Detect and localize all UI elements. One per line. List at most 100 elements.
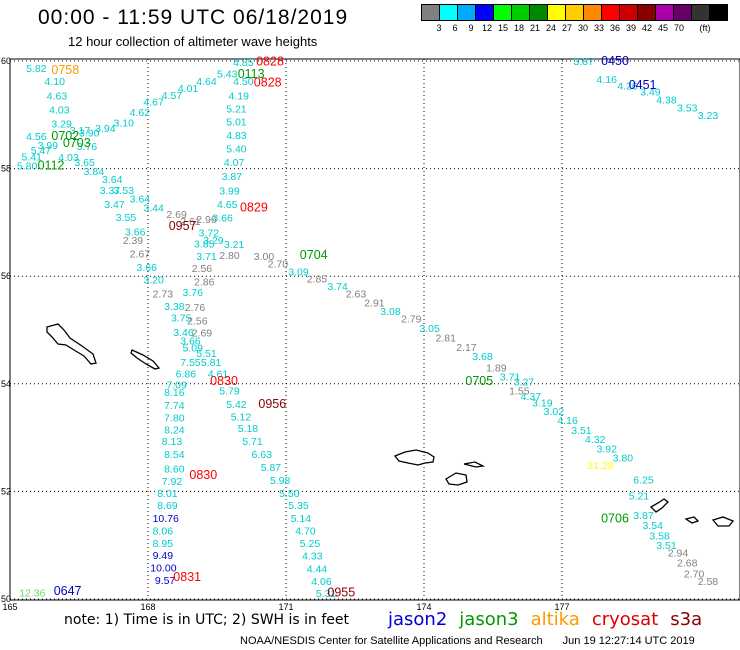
wave-height-value: 3.66: [212, 212, 233, 224]
wave-height-value: 3.84: [84, 166, 105, 178]
coastlines: [46, 323, 735, 527]
wave-height-value: 5.87: [261, 462, 282, 474]
legend-label: 33: [593, 23, 605, 33]
lon-tick-label: 168: [140, 602, 155, 612]
lon-tick-label: 165: [2, 602, 17, 612]
pass-time-label: 0113: [238, 67, 265, 81]
wave-height-value: 5.82: [26, 63, 47, 75]
wave-height-value: 2.56: [187, 316, 208, 328]
wave-height-value: 10.00: [150, 563, 176, 575]
legend-color-scale: [421, 4, 728, 21]
wave-height-value: 3.27: [514, 376, 535, 388]
amchitka-island: [711, 516, 735, 527]
satellite-name-cryosat: cryosat: [591, 609, 659, 630]
pass-time-label: 0703: [63, 136, 91, 150]
lon-tick-label: 177: [554, 602, 569, 612]
wave-height-value: 3.38: [164, 301, 185, 313]
map-labels: 5.824.10 4.63 4.03 3.29 4.56 3.173.903.943.10…: [17, 54, 718, 600]
wave-height-value: 5.42: [226, 399, 247, 411]
wave-height-value: 2.70: [268, 259, 289, 271]
wave-height-value: 3.74: [327, 281, 348, 293]
wave-height-value: 3.08: [380, 306, 401, 318]
legend-label: (ft): [699, 23, 711, 33]
wave-height-value: 3.76: [77, 141, 98, 153]
wave-height-value: 3.71: [196, 251, 217, 263]
wave-height-value: 3.65: [74, 157, 95, 169]
wave-height-value: 5.98: [270, 475, 291, 487]
wave-height-value: 3.87: [574, 56, 595, 68]
wave-height-value: 7.74: [164, 400, 185, 412]
wave-height-value: 8.16: [164, 387, 185, 399]
wave-height-value: 7.80: [164, 412, 185, 424]
wave-height-value: 3.51: [571, 425, 592, 437]
wave-height-value: 3.92: [597, 444, 618, 456]
wave-height-value: 3.90: [79, 127, 100, 139]
wave-height-value: 4.03: [49, 105, 70, 117]
wave-height-value: 3.29: [51, 119, 72, 131]
wave-height-value: 2.69: [166, 209, 187, 221]
wave-height-value: 2.63: [346, 289, 367, 301]
legend-label: 42: [641, 23, 653, 33]
legend-label: 70: [673, 23, 685, 33]
wave-height-value: 3.75: [171, 312, 192, 324]
wave-height-value: 3.54: [643, 520, 664, 532]
wave-height-value: 3.87: [222, 171, 243, 183]
wave-height-value: 3.02: [544, 406, 565, 418]
lat-tick-label: 50: [1, 594, 11, 604]
legend-label: 24: [545, 23, 557, 33]
agattu-island: [445, 472, 468, 486]
wave-height-value: 3.37: [100, 185, 121, 197]
lat-tick-label: 58: [1, 164, 11, 174]
wave-height-value: 3.23: [698, 110, 719, 122]
wave-height-value: 4.57: [162, 90, 183, 102]
pass-time-label: 0828: [256, 54, 284, 68]
legend-label: 6: [452, 23, 458, 33]
legend-labels: 3 6 9 12 15 18 21 24 27 30 33 36 39 42 45 70 (ft): [422, 23, 740, 35]
wave-height-value: 5.21: [226, 104, 247, 116]
wave-height-value: 4.38: [656, 95, 677, 107]
wave-height-value: 5.50: [279, 488, 300, 500]
wave-height-value: 1.55: [509, 386, 530, 398]
legend-label: 30: [577, 23, 589, 33]
pass-time-label: 0647: [54, 584, 82, 598]
legend-label: 45: [657, 23, 669, 33]
legend-label: 39: [625, 23, 637, 33]
pass-time-label: 0955: [327, 585, 355, 599]
wave-height-value: 9.49: [153, 550, 174, 562]
wave-height-value: 4.16: [557, 415, 578, 427]
legend-swatch: [709, 4, 728, 21]
wave-height-value: 5.71: [242, 436, 263, 448]
pass-time-label: 0705: [465, 374, 493, 388]
wave-height-value: 4.67: [143, 97, 164, 109]
wave-height-value: 4.64: [196, 76, 217, 88]
map-frame: [9, 58, 740, 601]
pass-time-label: 0829: [240, 201, 268, 215]
wave-height-value: 4.19: [229, 91, 250, 103]
wave-height-value: 8.54: [164, 449, 185, 461]
wave-height-value: 1.89: [486, 362, 507, 374]
wave-height-value: 4.32: [585, 434, 606, 446]
pass-time-label: 0451: [629, 78, 657, 92]
wave-height-value: 3.10: [114, 118, 135, 130]
lat-tick-label: 60: [1, 56, 11, 66]
wave-height-value: 4.10: [45, 76, 66, 88]
wave-height-value: 2.56: [192, 263, 213, 275]
wave-height-value: 8.01: [157, 488, 178, 500]
wave-height-value: 2.94: [668, 547, 689, 559]
wave-height-value: 3.47: [104, 199, 125, 211]
wave-height-value: 4.65: [217, 199, 238, 211]
wave-height-value: 3.64: [102, 174, 123, 186]
wave-height-value: 4.37: [521, 391, 542, 403]
lat-tick-label: 52: [1, 486, 11, 496]
lon-tick-label: 174: [416, 602, 431, 612]
wave-height-value: 4.70: [295, 525, 316, 537]
legend-label: 15: [497, 23, 509, 33]
wave-height-value: 4.62: [130, 107, 151, 119]
wave-height-value: 2.61: [180, 216, 201, 228]
wave-height-value: 3.85: [194, 239, 215, 251]
wave-height-value: 2.68: [677, 558, 698, 570]
wave-height-value: 2.76: [185, 302, 206, 314]
wave-height-value: 6.25: [633, 474, 654, 486]
wave-height-value: 4.83: [226, 130, 247, 142]
bering-island: [46, 323, 97, 365]
